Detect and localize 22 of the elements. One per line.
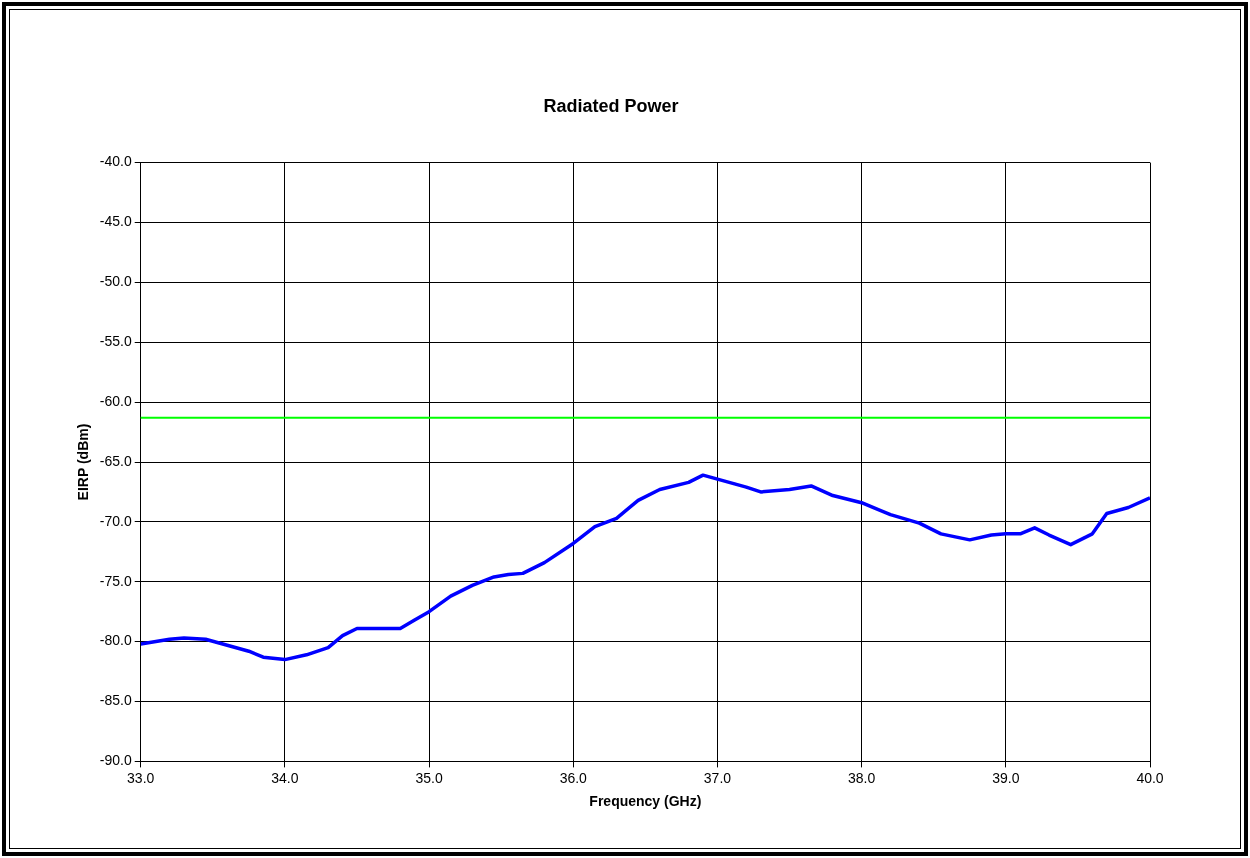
x-tick-label: 40.0 (1136, 769, 1164, 786)
y-tick-label: -55.0 (99, 333, 132, 350)
y-tick-label: -80.0 (99, 632, 132, 649)
y-tick-label: -85.0 (99, 692, 132, 709)
x-tick-label: 33.0 (127, 769, 155, 786)
y-tick-label: -40.0 (99, 153, 132, 170)
x-tick-label: 37.0 (703, 769, 732, 786)
x-axis-title: Frequency (GHz) (589, 793, 702, 810)
y-tick-label: -60.0 (99, 392, 132, 409)
x-tick-label: 34.0 (271, 769, 299, 786)
y-tick-label: -70.0 (99, 512, 132, 529)
y-tick-label: -75.0 (99, 572, 132, 589)
chart-title: Radiated Power (543, 95, 679, 116)
y-tick-label: -65.0 (99, 452, 132, 469)
y-tick-label: -45.0 (99, 213, 132, 230)
y-tick-label: -90.0 (99, 752, 132, 769)
x-tick-label: 38.0 (848, 769, 876, 786)
y-axis-title: EIRP (dBm) (75, 423, 92, 501)
x-tick-label: 35.0 (415, 769, 443, 786)
x-tick-label: 39.0 (992, 769, 1020, 786)
x-tick-label: 36.0 (559, 769, 588, 786)
y-tick-label: -50.0 (99, 273, 132, 290)
